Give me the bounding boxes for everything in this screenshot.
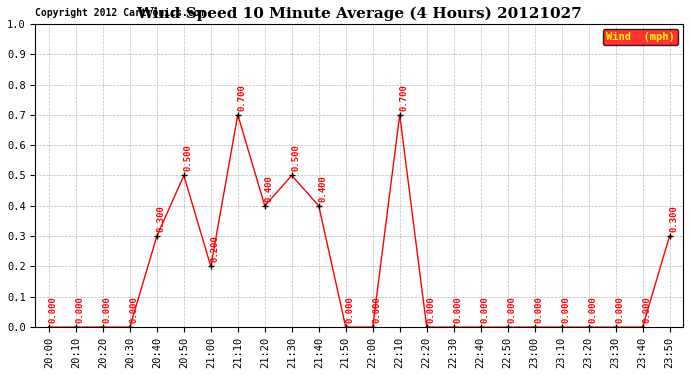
Text: 0.700: 0.700 (400, 84, 408, 111)
Text: 0.000: 0.000 (480, 296, 489, 323)
Text: 0.000: 0.000 (453, 296, 462, 323)
Text: 0.700: 0.700 (237, 84, 246, 111)
Text: 0.300: 0.300 (669, 205, 678, 232)
Text: 0.000: 0.000 (561, 296, 571, 323)
Text: 0.000: 0.000 (346, 296, 355, 323)
Text: 0.500: 0.500 (291, 144, 300, 171)
Text: 0.000: 0.000 (615, 296, 624, 323)
Text: 0.000: 0.000 (373, 296, 382, 323)
Text: 0.000: 0.000 (130, 296, 139, 323)
Text: 0.000: 0.000 (534, 296, 543, 323)
Text: Copyright 2012 Cartronics.com: Copyright 2012 Cartronics.com (35, 8, 206, 18)
Text: 0.000: 0.000 (507, 296, 516, 323)
Text: 0.300: 0.300 (157, 205, 166, 232)
Text: 0.200: 0.200 (210, 236, 219, 262)
Title: Wind Speed 10 Minute Average (4 Hours) 20121027: Wind Speed 10 Minute Average (4 Hours) 2… (137, 7, 582, 21)
Text: 0.000: 0.000 (642, 296, 651, 323)
Text: 0.400: 0.400 (318, 175, 328, 202)
Text: 0.000: 0.000 (76, 296, 85, 323)
Text: 0.500: 0.500 (184, 144, 193, 171)
Text: 0.000: 0.000 (48, 296, 57, 323)
Text: 0.000: 0.000 (103, 296, 112, 323)
Text: 0.000: 0.000 (589, 296, 598, 323)
Text: 0.400: 0.400 (264, 175, 273, 202)
Legend: Wind  (mph): Wind (mph) (603, 29, 678, 45)
Text: 0.000: 0.000 (426, 296, 435, 323)
